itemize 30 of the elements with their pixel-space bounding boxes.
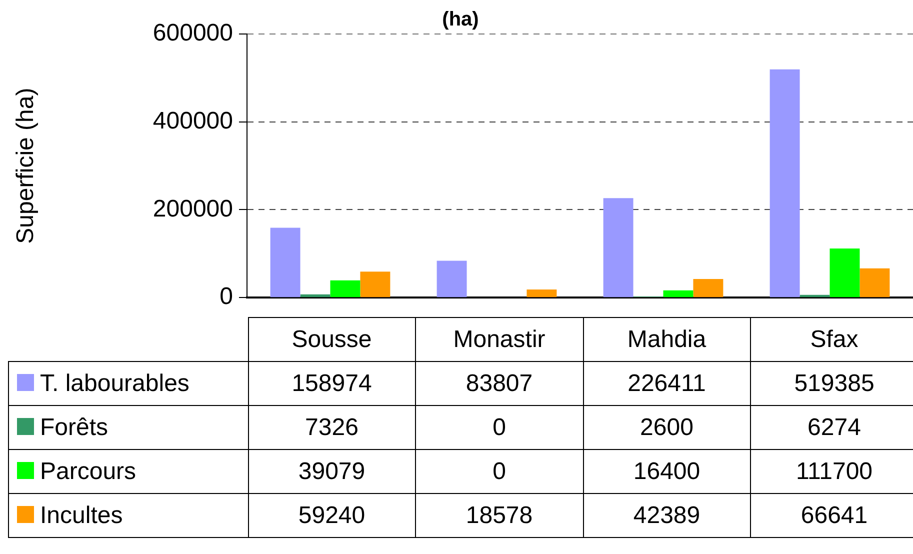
chart-title: (ha) (442, 8, 479, 31)
data-label: 0 (416, 406, 583, 450)
y-tick-label: 200000 (152, 195, 233, 222)
y-tick-label: 0 (220, 283, 233, 310)
data-label: 111700 (750, 450, 913, 494)
y-tick-label: 400000 (152, 107, 233, 134)
data-label: 6274 (750, 406, 913, 450)
data-label: 39079 (248, 450, 416, 494)
x-tick-label: Sousse (248, 318, 416, 362)
x-tick-label: Monastir (416, 318, 583, 362)
x-tick-label: Mahdia (583, 318, 750, 362)
data-label: 158974 (248, 362, 416, 406)
data-label: 42389 (583, 494, 750, 538)
legend-label: T. labourables (40, 370, 190, 396)
data-label: 226411 (583, 362, 750, 406)
data-label: 16400 (583, 450, 750, 494)
x-tick-label: Sfax (750, 318, 913, 362)
data-label: 0 (416, 450, 583, 494)
data-label: 2600 (583, 406, 750, 450)
legend-label: Forêts (40, 414, 108, 440)
data-label: 519385 (750, 362, 913, 406)
data-label: 7326 (248, 406, 416, 450)
data-label: 66641 (750, 494, 913, 538)
data-label: 83807 (416, 362, 583, 406)
y-axis-title: Superficie (ha) (12, 88, 40, 244)
y-tick-label: 600000 (152, 20, 233, 47)
data-label: 59240 (248, 494, 416, 538)
legend-label: Incultes (40, 502, 123, 528)
data-label: 18578 (416, 494, 583, 538)
legend-label: Parcours (40, 458, 136, 484)
